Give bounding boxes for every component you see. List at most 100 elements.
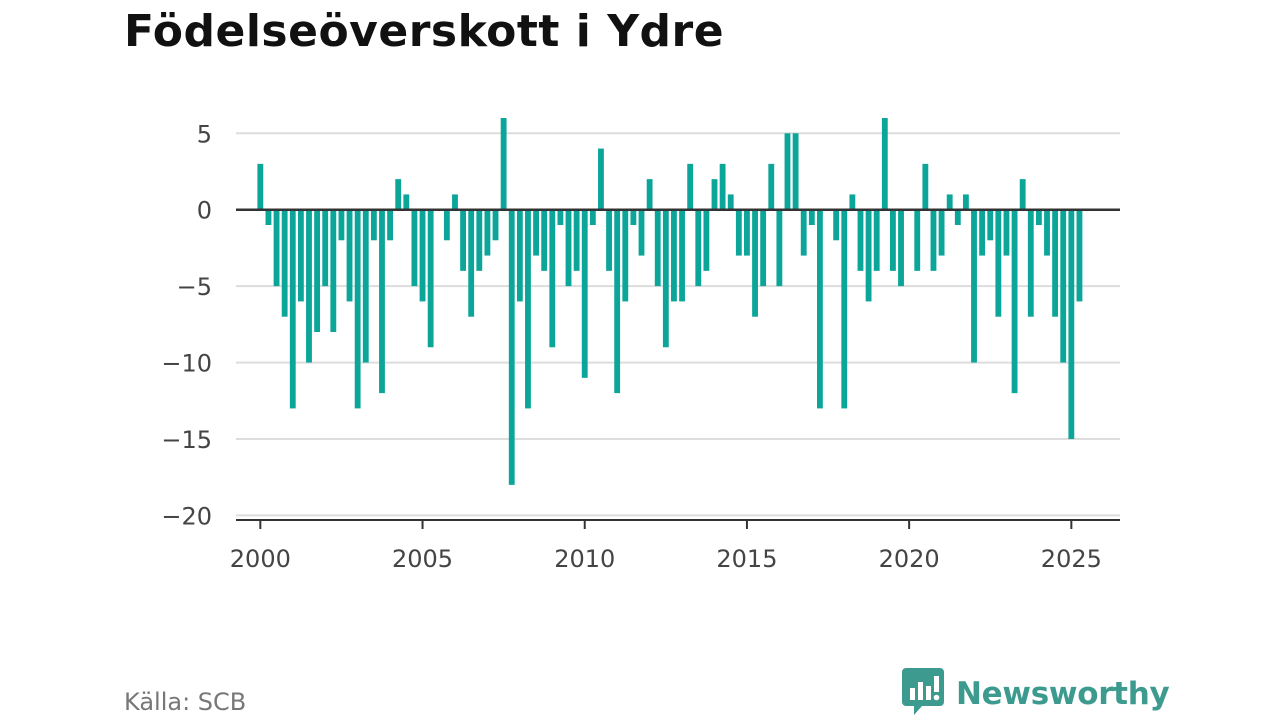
bar [728,194,734,209]
bar [671,210,677,302]
bar [744,210,750,256]
x-tick-label: 2000 [230,545,291,573]
bar [849,194,855,209]
x-tick-label: 2010 [554,545,615,573]
y-tick-label: −15 [161,426,212,454]
bar [622,210,628,302]
x-tick-label: 2015 [716,545,777,573]
bar [720,164,726,210]
bar [663,210,669,348]
bar [266,210,272,225]
bar [290,210,296,409]
brand-name: Newsworthy [956,676,1169,712]
bar [1028,210,1034,317]
bar [955,210,961,225]
bar [1004,210,1010,256]
bar [476,210,482,271]
bar [517,210,523,302]
x-tick-label: 2020 [879,545,940,573]
bar [582,210,588,378]
bar [322,210,328,286]
bar [598,149,604,210]
bar [606,210,612,271]
bar [760,210,766,286]
bar [817,210,823,409]
bar [501,118,507,210]
bar [1036,210,1042,225]
bar [363,210,369,363]
bar [858,210,864,271]
bar [971,210,977,363]
bar [1012,210,1018,393]
bar [444,210,450,241]
bar [768,164,774,210]
bar [841,210,847,409]
bar [460,210,466,271]
bar [306,210,312,363]
source-label: Källa: SCB [124,688,246,716]
bar [590,210,596,225]
bar [639,210,645,256]
bars [257,118,1082,485]
bar [314,210,320,332]
bar [452,194,458,209]
bar [995,210,1001,317]
bar [1020,179,1026,210]
bar [963,194,969,209]
bar [403,194,409,209]
bar [282,210,288,317]
y-tick-label: 5 [197,120,212,148]
y-axis-ticks: 5 0 −5 −10 −15 −20 [161,120,212,530]
bar [1060,210,1066,363]
bar [1077,210,1083,302]
bar [898,210,904,286]
bar-chart: 5 0 −5 −10 −15 −20 2000 2005 2010 2015 2020 2025 [0,0,1280,660]
bar [712,179,718,210]
bar [890,210,896,271]
bar [355,210,361,409]
y-tick-label: −20 [161,502,212,530]
bar [395,179,401,210]
bar [809,210,815,225]
bar [987,210,993,241]
bar [525,210,531,409]
bar [428,210,434,348]
bar [801,210,807,256]
bar [1052,210,1058,317]
bar [484,210,490,256]
bar [557,210,563,225]
bar [655,210,661,286]
bar [939,210,945,256]
bar [468,210,474,317]
bar [420,210,426,302]
bar [679,210,685,302]
bar [566,210,572,286]
x-tick-label: 2025 [1041,545,1102,573]
bar [866,210,872,302]
bar [257,164,263,210]
bar [922,164,928,210]
y-tick-label: 0 [197,197,212,225]
bar [533,210,539,256]
bar [509,210,515,485]
x-axis-ticks: 2000 2005 2010 2015 2020 2025 [230,520,1102,573]
bar [347,210,353,302]
bar [339,210,345,241]
bar [493,210,499,241]
bar [574,210,580,271]
bar [776,210,782,286]
bar [1044,210,1050,256]
bar [914,210,920,271]
newsworthy-logo-icon [902,668,944,720]
bar [687,164,693,210]
bar [833,210,839,241]
bar [979,210,985,256]
bar [785,133,791,209]
y-tick-label: −5 [177,273,212,301]
bar [549,210,555,348]
bar [931,210,937,271]
bar [298,210,304,302]
brand-logo: Newsworthy [902,670,1169,718]
bar [1068,210,1074,439]
bar [387,210,393,241]
